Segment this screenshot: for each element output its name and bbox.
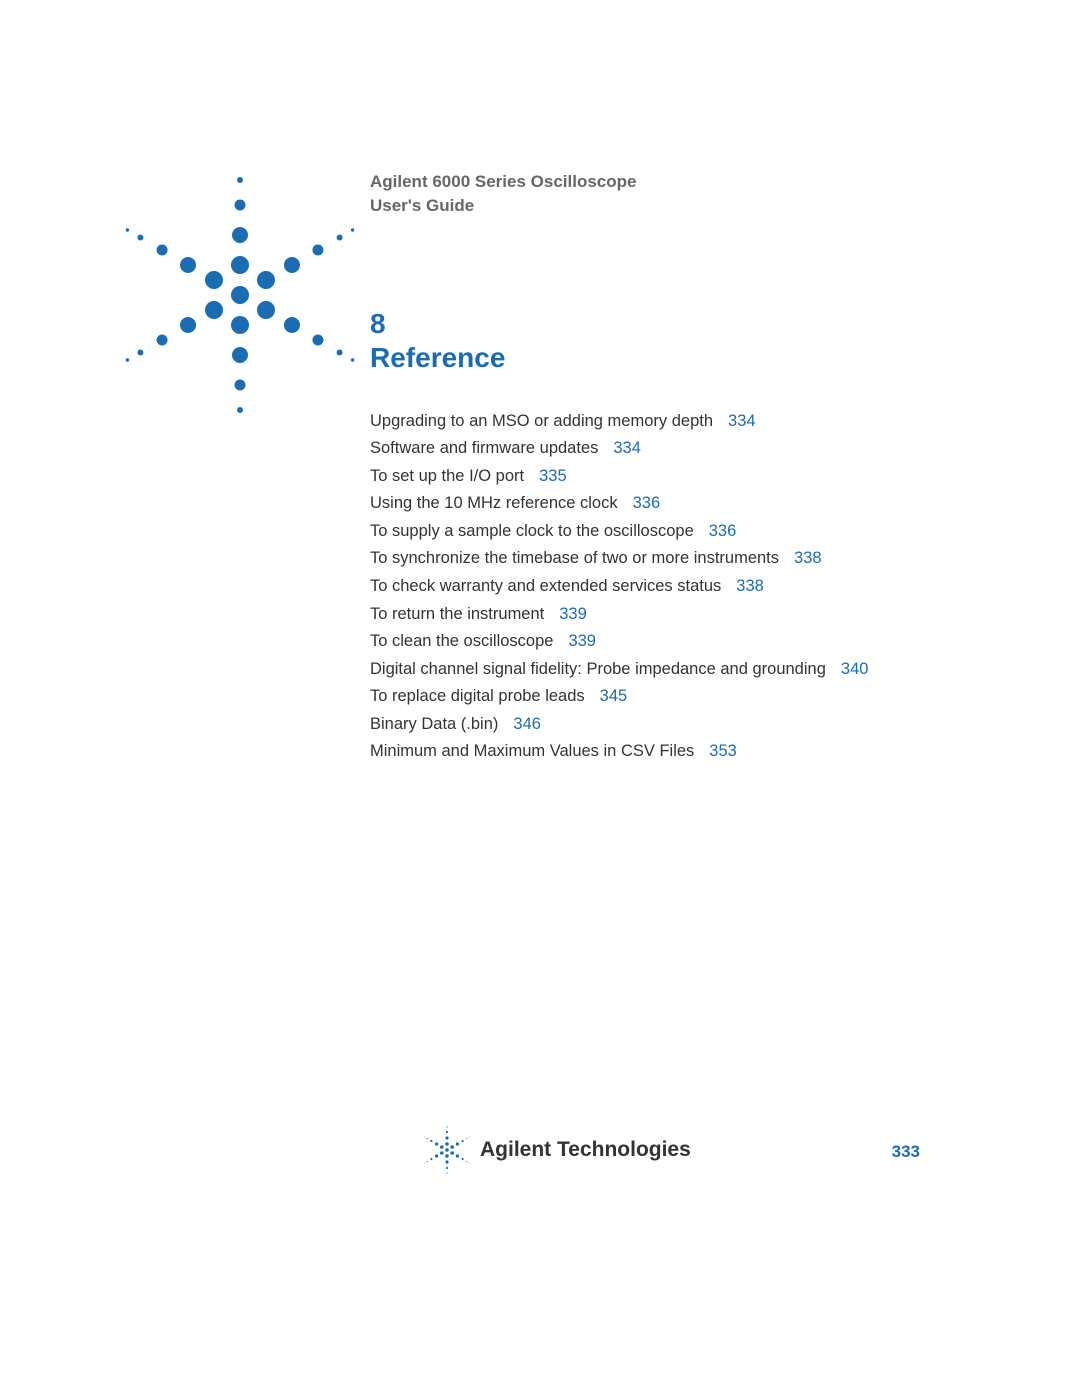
toc-item-label: To set up the I/O port bbox=[370, 467, 524, 485]
toc-item-page: 340 bbox=[841, 660, 869, 678]
toc-item-page: 338 bbox=[736, 577, 764, 595]
toc-item-label: Upgrading to an MSO or adding memory dep… bbox=[370, 412, 713, 430]
toc-item-label: Software and firmware updates bbox=[370, 439, 598, 457]
toc-item[interactable]: To supply a sample clock to the oscillos… bbox=[370, 519, 868, 545]
footer-page-number: 333 bbox=[892, 1142, 920, 1162]
toc-item-page: 334 bbox=[613, 439, 641, 457]
toc-item[interactable]: To set up the I/O port 335 bbox=[370, 464, 868, 490]
chapter-number: 8 bbox=[370, 308, 868, 340]
toc-item[interactable]: Digital channel signal fidelity: Probe i… bbox=[370, 657, 868, 683]
toc-item-page: 334 bbox=[728, 412, 756, 430]
toc-item[interactable]: To replace digital probe leads 345 bbox=[370, 684, 868, 710]
toc-item-label: To check warranty and extended services … bbox=[370, 577, 721, 595]
agilent-logo-icon bbox=[115, 170, 365, 420]
toc-item[interactable]: Minimum and Maximum Values in CSV Files 3… bbox=[370, 739, 868, 765]
toc-item-label: Minimum and Maximum Values in CSV Files bbox=[370, 742, 694, 760]
toc-item[interactable]: Binary Data (.bin) 346 bbox=[370, 712, 868, 738]
toc-item[interactable]: To check warranty and extended services … bbox=[370, 574, 868, 600]
toc-item-page: 345 bbox=[600, 687, 628, 705]
toc-item-page: 338 bbox=[794, 549, 822, 567]
toc-item[interactable]: To synchronize the timebase of two or mo… bbox=[370, 546, 868, 572]
document-page: Agilent 6000 Series Oscilloscope User's … bbox=[0, 0, 1080, 1397]
toc-item-label: Digital channel signal fidelity: Probe i… bbox=[370, 660, 826, 678]
agilent-logo-small-icon bbox=[422, 1125, 472, 1175]
toc-item-label: To replace digital probe leads bbox=[370, 687, 585, 705]
footer-company-name: Agilent Technologies bbox=[480, 1138, 691, 1162]
chapter-title: Reference bbox=[370, 342, 868, 374]
toc-item-label: To supply a sample clock to the oscillos… bbox=[370, 522, 694, 540]
product-line2: User's Guide bbox=[370, 194, 868, 218]
table-of-contents: Upgrading to an MSO or adding memory dep… bbox=[370, 409, 868, 765]
toc-item-page: 339 bbox=[559, 605, 587, 623]
toc-item-page: 336 bbox=[709, 522, 737, 540]
toc-item-label: To clean the oscilloscope bbox=[370, 632, 553, 650]
toc-item-page: 336 bbox=[633, 494, 661, 512]
toc-item-page: 335 bbox=[539, 467, 567, 485]
header-block: Agilent 6000 Series Oscilloscope User's … bbox=[370, 170, 868, 767]
toc-item-label: Using the 10 MHz reference clock bbox=[370, 494, 618, 512]
toc-item-label: Binary Data (.bin) bbox=[370, 715, 498, 733]
toc-item-page: 346 bbox=[513, 715, 541, 733]
toc-item-page: 353 bbox=[709, 742, 737, 760]
toc-item[interactable]: To clean the oscilloscope 339 bbox=[370, 629, 868, 655]
product-line1: Agilent 6000 Series Oscilloscope bbox=[370, 170, 868, 194]
toc-item[interactable]: Using the 10 MHz reference clock 336 bbox=[370, 491, 868, 517]
toc-item[interactable]: Upgrading to an MSO or adding memory dep… bbox=[370, 409, 868, 435]
product-title: Agilent 6000 Series Oscilloscope User's … bbox=[370, 170, 868, 218]
page-footer: Agilent Technologies 333 bbox=[0, 1128, 1080, 1172]
toc-item-label: To synchronize the timebase of two or mo… bbox=[370, 549, 779, 567]
toc-item[interactable]: To return the instrument 339 bbox=[370, 602, 868, 628]
toc-item-label: To return the instrument bbox=[370, 605, 544, 623]
toc-item[interactable]: Software and firmware updates 334 bbox=[370, 436, 868, 462]
toc-item-page: 339 bbox=[568, 632, 596, 650]
